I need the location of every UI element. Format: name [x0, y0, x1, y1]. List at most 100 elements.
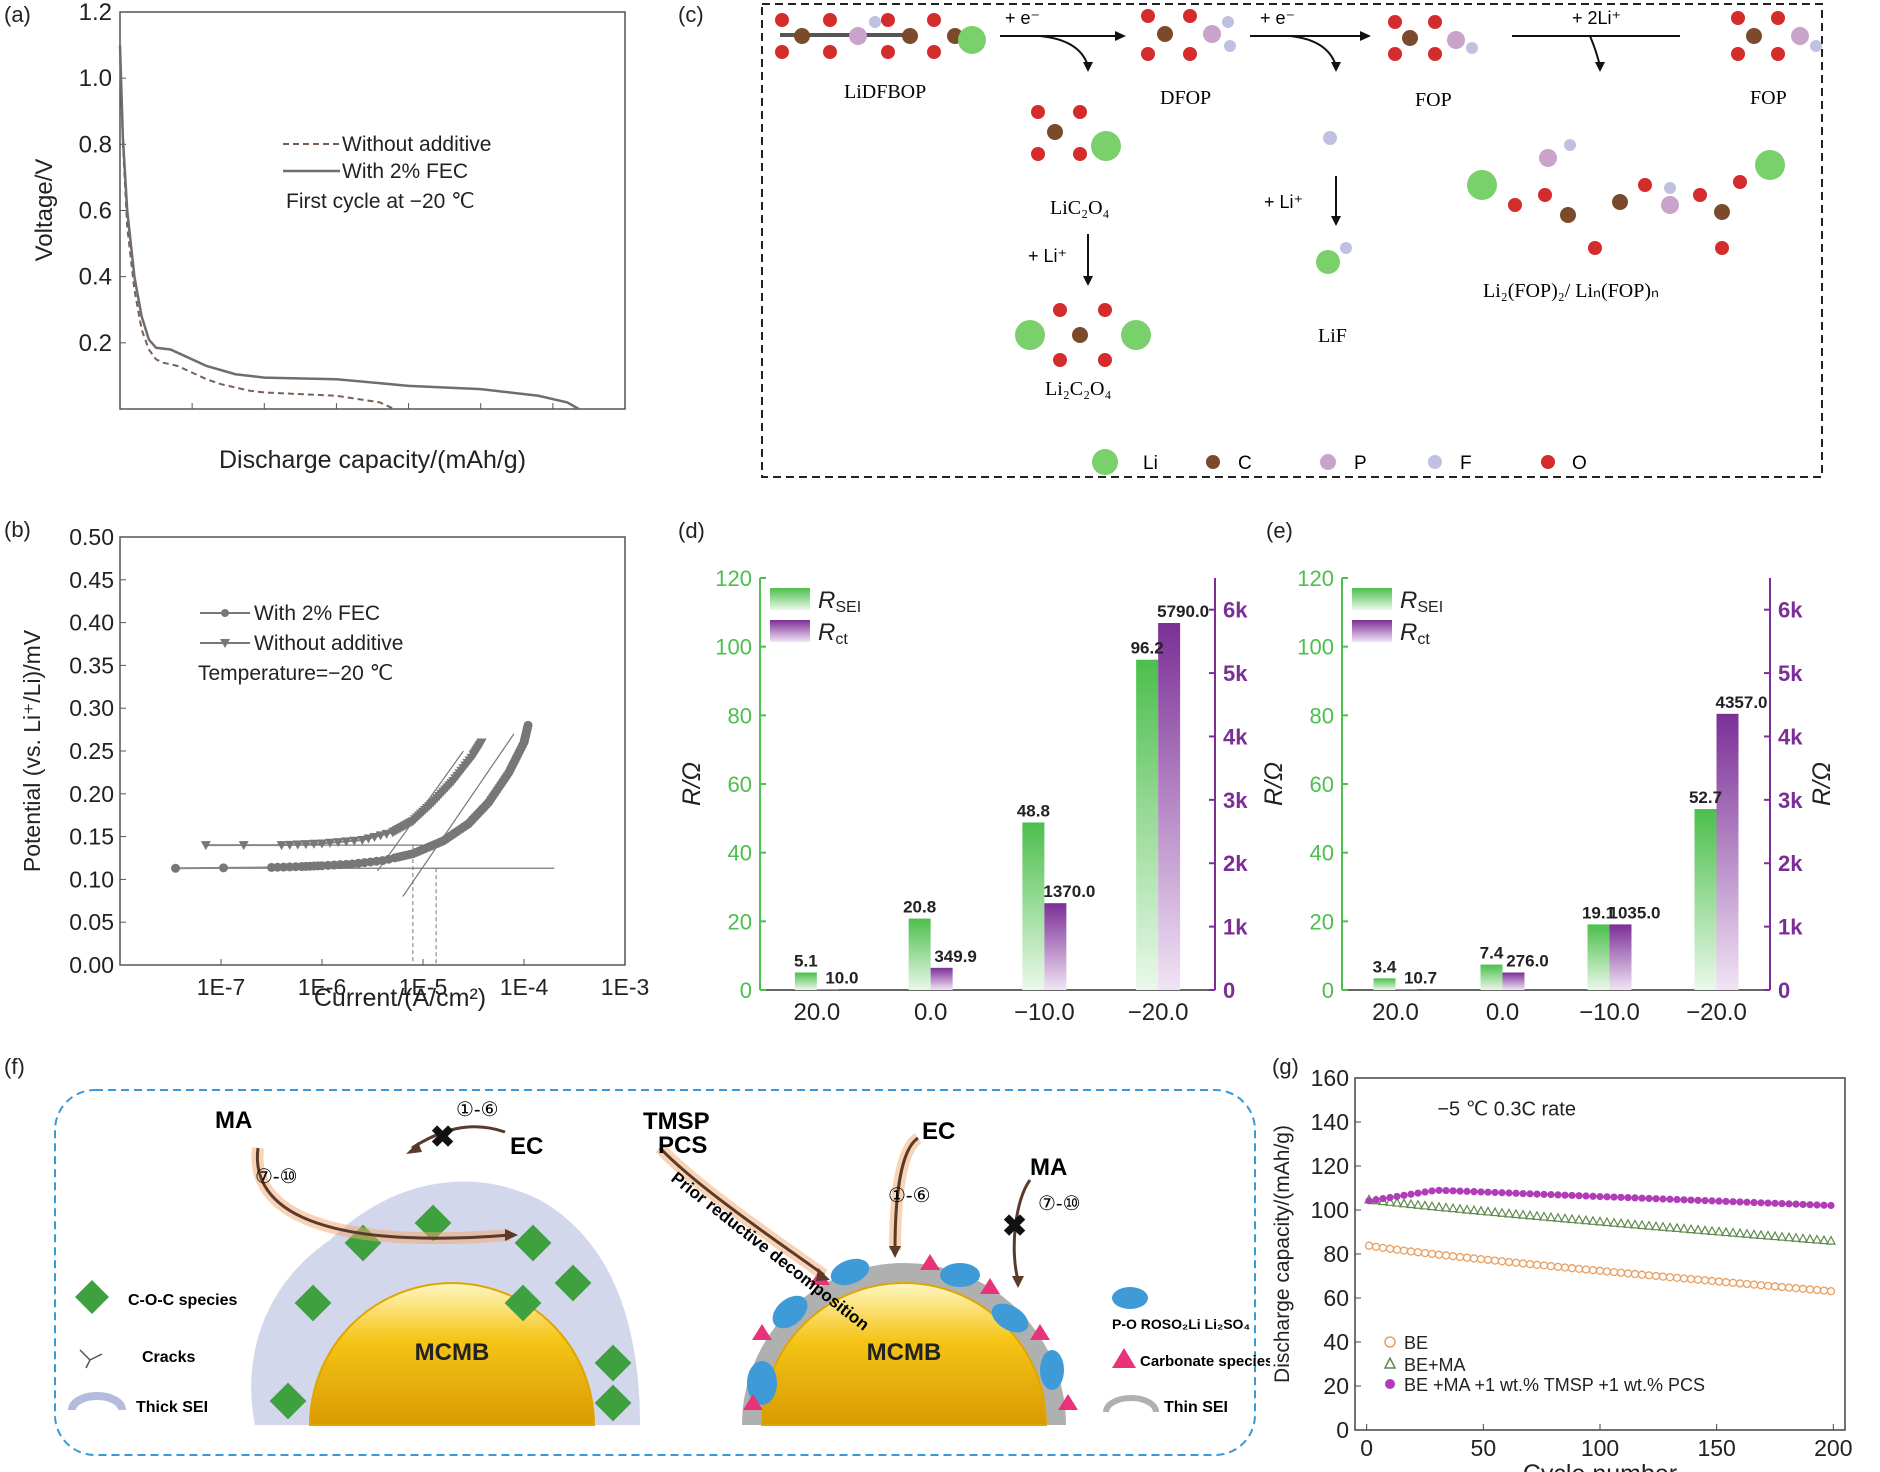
- g-point-be: [1658, 1272, 1668, 1281]
- g-point-all: [1393, 1192, 1401, 1201]
- g-point-ma: [1385, 1196, 1395, 1206]
- g-point-ma: [1427, 1200, 1437, 1211]
- g-point-be: [1469, 1254, 1479, 1263]
- g-xtick-label: 150: [1697, 1435, 1735, 1461]
- b-point-without: [292, 840, 303, 850]
- g-point-ma: [1462, 1204, 1472, 1214]
- label-ma-right: MA: [1030, 1154, 1067, 1181]
- a-xtick-label: 0: [113, 418, 126, 420]
- g-point-all: [1722, 1197, 1730, 1206]
- mol-fop-2: [1731, 11, 1822, 61]
- legend-rsei-sub: SEI: [1417, 599, 1443, 616]
- g-point-be: [1588, 1266, 1598, 1275]
- g-point-all: [1820, 1201, 1828, 1209]
- g-point-all: [1491, 1188, 1499, 1197]
- g-point-be: [1735, 1279, 1745, 1288]
- g-point-be: [1483, 1255, 1493, 1265]
- g-point-be: [1532, 1260, 1542, 1269]
- a-ytick-label: 1.2: [79, 0, 112, 26]
- g-point-ma: [1826, 1235, 1836, 1245]
- g-xtick-label: 50: [1471, 1435, 1497, 1461]
- g-point-all: [1799, 1200, 1807, 1209]
- mcmb-left-label: MCMB: [415, 1339, 490, 1366]
- mol-lif: [1316, 242, 1352, 274]
- g-ytick-label: 100: [1311, 1197, 1349, 1223]
- g-point-ma: [1469, 1204, 1479, 1215]
- g-point-be: [1539, 1261, 1549, 1270]
- bar-rsei: [1022, 822, 1045, 990]
- b-xtick-label: 1E-3: [601, 974, 650, 1000]
- bar-rsei: [1373, 978, 1396, 990]
- mol-lidfbop: [775, 13, 986, 59]
- g-point-ma: [1770, 1230, 1780, 1241]
- block-right: ✖: [1002, 1210, 1027, 1243]
- a-xtick-label: 150: [316, 418, 356, 420]
- b-point-fec: [171, 863, 181, 873]
- g-point-be: [1441, 1251, 1451, 1260]
- g-point-be: [1455, 1252, 1465, 1262]
- bar-rct: [1044, 903, 1067, 990]
- b-ytick-label: 0.40: [69, 610, 114, 636]
- g-point-be: [1644, 1271, 1654, 1280]
- panel-g-chart: 0 50 100 150 200 0 20 40 60 80 100 120 140 160 Cycle n…: [1271, 1065, 1853, 1472]
- bar-rct: [1502, 972, 1525, 990]
- arrow-label-3: + 2Li⁺: [1572, 8, 1621, 28]
- bar-rct-label: 5790.0: [1157, 602, 1209, 621]
- panel-f-frame: [54, 1089, 1256, 1456]
- g-point-ma: [1644, 1220, 1654, 1230]
- g-point-all: [1827, 1201, 1835, 1210]
- g-point-all: [1729, 1198, 1737, 1206]
- legend-rct-label: Rct: [1400, 619, 1430, 648]
- g-point-be: [1511, 1258, 1521, 1267]
- g-point-all: [1372, 1196, 1380, 1204]
- g-point-ma: [1735, 1227, 1745, 1238]
- g-point-ma: [1588, 1215, 1598, 1225]
- legend-cracks: Cracks: [142, 1349, 195, 1366]
- g-xlabel: Cycle number: [1523, 1460, 1677, 1472]
- b-point-without: [284, 840, 295, 850]
- g-point-ma: [1609, 1217, 1619, 1227]
- b-point-without: [238, 841, 249, 851]
- panel-d-label: (d): [678, 518, 705, 543]
- category-label: 0.0: [1486, 999, 1519, 1020]
- right-tick-label: 2k: [1223, 851, 1248, 876]
- atom-legend-o: O: [1572, 453, 1587, 474]
- g-point-all: [1645, 1194, 1653, 1203]
- label-pcs: PCS: [658, 1132, 707, 1159]
- bar-rct-label: 1370.0: [1043, 882, 1095, 901]
- g-point-be: [1651, 1271, 1661, 1281]
- mol-li2fop2: [1467, 139, 1785, 255]
- right-tick-label: 5k: [1223, 661, 1248, 686]
- g-point-be: [1637, 1270, 1647, 1279]
- g-point-all: [1575, 1192, 1583, 1200]
- g-point-ma: [1798, 1233, 1808, 1243]
- g-point-all: [1435, 1186, 1443, 1194]
- legend-all-marker: [1385, 1379, 1395, 1389]
- g-point-ma: [1476, 1205, 1486, 1215]
- b-point-fec: [523, 720, 533, 730]
- left-tick-label: 40: [1310, 841, 1334, 866]
- panel-a: (a) 0 50 100 150 200 250 300 350 0.2 0.4 0.6 0.8 1.0…: [4, 0, 640, 420]
- g-point-be: [1728, 1278, 1738, 1287]
- right-tick-label: 5k: [1778, 661, 1803, 686]
- g-point-all: [1449, 1187, 1457, 1195]
- g-point-ma: [1406, 1198, 1416, 1209]
- g-point-ma: [1812, 1234, 1822, 1244]
- panel-a-series: [118, 45, 580, 411]
- g-point-ma: [1714, 1226, 1724, 1236]
- bar-rct: [1716, 713, 1739, 990]
- g-point-be: [1413, 1248, 1423, 1257]
- g-point-all: [1477, 1188, 1485, 1196]
- bar-rct: [1395, 989, 1418, 990]
- panel-a-ylabel: Voltage/V: [31, 159, 58, 262]
- panel-d-chart: 0 20 40 60 80 100 120 0 1k 2k 3k 4k 5k 6k 5.1 10.0 20.0 2…: [678, 566, 1248, 1020]
- g-point-be: [1763, 1281, 1773, 1290]
- g-point-ma: [1623, 1218, 1633, 1228]
- g-point-ma: [1728, 1227, 1738, 1237]
- right-tick-label: 4k: [1778, 724, 1803, 749]
- g-point-ma: [1525, 1209, 1535, 1220]
- legend-b-without-marker: [220, 639, 230, 648]
- b-point-without: [476, 738, 487, 748]
- g-point-ma: [1392, 1197, 1402, 1207]
- legend-b-without-label: Without additive: [254, 632, 403, 655]
